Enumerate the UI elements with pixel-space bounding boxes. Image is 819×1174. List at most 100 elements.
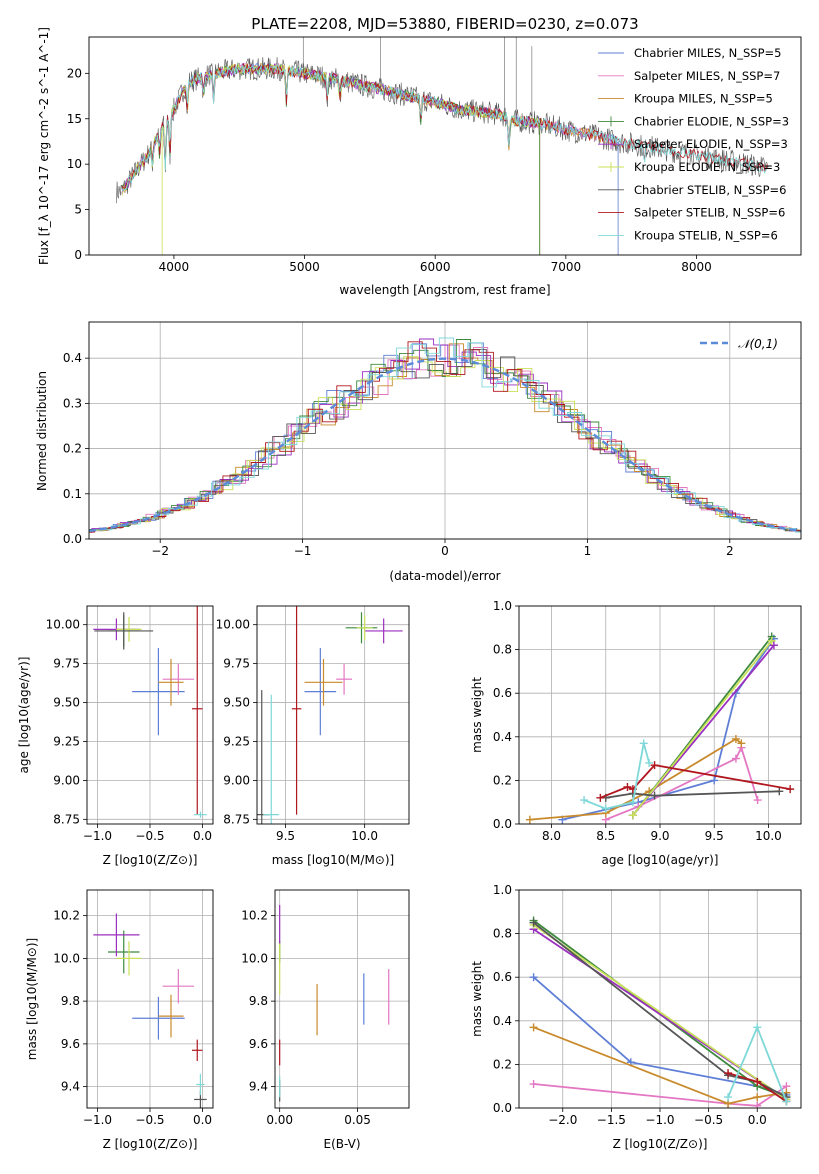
x-tick-label: 2 xyxy=(726,544,734,558)
weight-line-kroupa-stelib xyxy=(584,743,649,808)
y-tick-label: 9.6 xyxy=(249,1037,268,1051)
legend-entry: Kroupa MILES, N_SSP=5 xyxy=(634,92,773,106)
legend-entry: Salpeter ELODIE, N_SSP=3 xyxy=(634,137,788,151)
y-tick-label: 10.00 xyxy=(216,618,250,632)
x-tick-label: 8.5 xyxy=(596,829,615,843)
y-axis-label: mass [log10(M/M⊙)] xyxy=(25,938,39,1060)
y-tick-label: 0.0 xyxy=(493,1101,512,1115)
y-tick-label: 9.4 xyxy=(249,1080,268,1094)
x-tick-label: 9.0 xyxy=(650,829,669,843)
y-tick-label: 0.0 xyxy=(493,817,512,831)
legend-entry: Kroupa ELODIE, N_SSP=3 xyxy=(634,160,780,174)
y-tick-label: 0.1 xyxy=(63,487,82,501)
x-tick-label: 10.0 xyxy=(755,829,782,843)
y-tick-label: 0.6 xyxy=(493,686,512,700)
weight-point xyxy=(710,776,718,784)
x-tick-label: −0.5 xyxy=(135,829,164,843)
legend-entry: Chabrier MILES, N_SSP=5 xyxy=(634,46,781,60)
y-tick-label: 10.2 xyxy=(53,909,80,923)
y-tick-label: 9.75 xyxy=(223,657,250,671)
legend-entry: Chabrier ELODIE, N_SSP=3 xyxy=(634,114,789,128)
x-tick-label: −0.5 xyxy=(694,1113,723,1127)
weight-point xyxy=(530,1080,538,1088)
x-tick-label: 0.0 xyxy=(748,1113,767,1127)
x-tick-label: 9.5 xyxy=(276,829,295,843)
y-tick-label: 0.0 xyxy=(63,532,82,546)
weight-point xyxy=(526,816,534,824)
x-axis-label: mass [log10(M/M⊙)] xyxy=(272,853,394,867)
weight-point xyxy=(640,739,648,747)
y-tick-label: 0.2 xyxy=(493,773,512,787)
y-tick-label: 10 xyxy=(67,157,82,171)
legend-entry: Kroupa STELIB, N_SSP=6 xyxy=(634,228,778,242)
x-tick-label: 0.0 xyxy=(193,829,212,843)
y-tick-label: 0.4 xyxy=(493,730,512,744)
x-axis-label: Z [log10(Z/Z⊙)] xyxy=(103,853,198,867)
y-tick-label: 0.8 xyxy=(493,643,512,657)
y-tick-label: 5 xyxy=(74,203,82,217)
y-axis-label: Normed distribution xyxy=(35,371,49,491)
x-axis-label: E(B-V) xyxy=(323,1137,360,1151)
x-tick-label: −1.0 xyxy=(83,829,112,843)
x-tick-label: 8.0 xyxy=(542,829,561,843)
plot-area xyxy=(280,905,389,1102)
x-tick-label: −1.0 xyxy=(83,1113,112,1127)
x-tick-label: 5000 xyxy=(289,260,320,274)
y-tick-label: 10.2 xyxy=(241,909,268,923)
weight-point xyxy=(580,796,588,804)
x-tick-label: 9.5 xyxy=(705,829,724,843)
chart-title: PLATE=2208, MJD=53880, FIBERID=0230, z=0… xyxy=(251,15,638,33)
y-tick-label: 0.4 xyxy=(63,351,82,365)
x-tick-label: 10.0 xyxy=(351,829,378,843)
x-tick-label: −2 xyxy=(151,544,169,558)
x-tick-label: 4000 xyxy=(159,260,190,274)
y-tick-label: 0.8 xyxy=(493,927,512,941)
y-tick-label: 10.0 xyxy=(53,951,80,965)
x-tick-label: −1.0 xyxy=(645,1113,674,1127)
weight-point xyxy=(754,796,762,804)
y-tick-label: 20 xyxy=(67,66,82,80)
y-tick-label: 9.25 xyxy=(223,734,250,748)
weight-point xyxy=(530,1023,538,1031)
y-tick-label: 15 xyxy=(67,112,82,126)
y-tick-label: 9.8 xyxy=(61,994,80,1008)
x-tick-label: 0.00 xyxy=(266,1113,293,1127)
legend-entry: Salpeter STELIB, N_SSP=6 xyxy=(634,206,785,220)
x-axis-label: wavelength [Angstrom, rest frame] xyxy=(339,283,550,297)
x-tick-label: 1 xyxy=(584,544,592,558)
y-tick-label: 9.8 xyxy=(249,994,268,1008)
axes-frame xyxy=(257,606,409,824)
y-tick-label: 9.50 xyxy=(223,696,250,710)
y-tick-label: 9.25 xyxy=(53,734,80,748)
y-tick-label: 0.6 xyxy=(493,970,512,984)
weight-point xyxy=(753,1093,761,1101)
y-axis-label: mass weight xyxy=(470,677,484,753)
x-tick-label: −1 xyxy=(294,544,312,558)
weight-point xyxy=(786,785,794,793)
plot-area xyxy=(69,338,819,534)
x-tick-label: −2.0 xyxy=(548,1113,577,1127)
y-tick-label: 9.00 xyxy=(53,773,80,787)
legend-entry: Salpeter MILES, N_SSP=7 xyxy=(634,69,780,83)
x-tick-label: 7000 xyxy=(551,260,582,274)
y-tick-label: 0.2 xyxy=(63,442,82,456)
x-tick-label: 0 xyxy=(441,544,449,558)
legend-entry: 𝒩(0,1) xyxy=(738,337,778,351)
y-tick-label: 0 xyxy=(74,248,82,262)
legend-entry: Chabrier STELIB, N_SSP=6 xyxy=(634,183,786,197)
weight-line-kroupa-elodie xyxy=(633,641,772,815)
y-tick-label: 9.4 xyxy=(61,1080,80,1094)
weight-point xyxy=(724,1093,732,1101)
y-axis-label: age [log10(age/yr)] xyxy=(17,657,31,774)
x-axis-label: age [log10(age/yr)] xyxy=(602,853,719,867)
y-tick-label: 0.4 xyxy=(493,1014,512,1028)
plot-area xyxy=(254,603,403,939)
